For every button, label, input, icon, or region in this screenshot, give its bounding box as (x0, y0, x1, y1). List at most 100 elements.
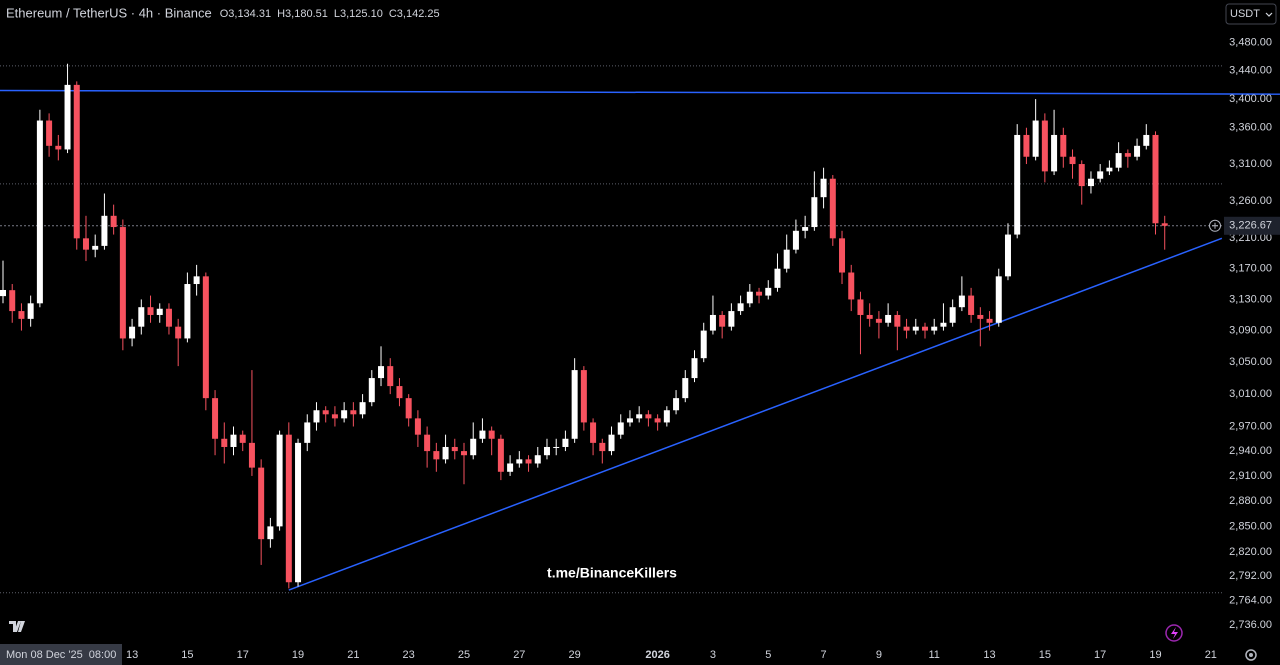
x-tick-label: 23 (403, 649, 415, 661)
settings-icon[interactable] (1245, 649, 1257, 661)
y-tick-label: 3,090.00 (1229, 324, 1272, 336)
add-alert-icon[interactable] (1209, 219, 1221, 232)
candle-body (9, 290, 16, 312)
candle-body (756, 291, 763, 296)
candle-body (46, 120, 53, 146)
candle-body (968, 295, 975, 315)
candle-body (737, 303, 744, 312)
candle-body (497, 438, 504, 472)
candle-body (350, 410, 357, 415)
candle-body (765, 287, 772, 296)
candle-body (295, 442, 302, 583)
candle-body (212, 398, 219, 439)
candle-body (820, 178, 827, 198)
candle-body (1004, 234, 1011, 277)
x-tick-label: 17 (1094, 649, 1106, 661)
candle-body (156, 308, 163, 315)
y-tick-label: 2,910.00 (1229, 470, 1272, 482)
drawings (0, 65, 1280, 594)
watermark: t.me/BinanceKillers (547, 565, 677, 581)
candle-body (645, 414, 652, 419)
candle-body (525, 459, 532, 464)
y-tick-label: 2,940.00 (1229, 445, 1272, 457)
candle-body (101, 215, 108, 246)
y-tick-label: 3,050.00 (1229, 356, 1272, 368)
candle-body (590, 422, 597, 443)
x-tick-label: 3 (710, 649, 716, 661)
axes: 3,480.00 3,440.00 3,400.00 3,360.00 3,310.00… (0, 37, 1280, 665)
candle-body (64, 84, 71, 150)
y-tick-label: 3,170.00 (1229, 263, 1272, 275)
candle-body (1143, 134, 1150, 146)
candle-body (461, 451, 467, 456)
candle-body (958, 295, 965, 308)
candle-body (359, 402, 366, 415)
legend-key: O (220, 8, 229, 20)
candle-body (470, 438, 477, 456)
last-price-box (1224, 216, 1280, 235)
candle-body (92, 245, 99, 250)
candle-body (1032, 120, 1039, 157)
candle-body (175, 326, 182, 339)
currency-button[interactable] (1225, 3, 1277, 25)
candle-body (193, 276, 200, 285)
tradingview-logo (9, 621, 25, 632)
legend-value: 3,134.31 (228, 8, 271, 20)
candle-body (405, 398, 412, 419)
x-tick-label: 21 (1205, 649, 1217, 661)
candle-body (949, 307, 956, 323)
add-alert-plus (1212, 222, 1218, 229)
legend-value: 3,180.51 (285, 8, 328, 20)
candle-body (802, 227, 809, 231)
candle-body (1041, 120, 1048, 172)
x-tick-label: 15 (181, 649, 193, 661)
candle-body (304, 422, 311, 443)
candle-body (378, 366, 385, 379)
candle-body (507, 463, 514, 472)
currency-label: USDT (1230, 8, 1260, 20)
candle-body (55, 145, 62, 150)
candle-body (1014, 134, 1021, 235)
candle-body (147, 307, 154, 315)
candle-body (636, 414, 643, 419)
candle-body (488, 430, 495, 439)
candle-body (543, 446, 550, 456)
lightning-icon[interactable] (1165, 624, 1183, 642)
candle-body (682, 378, 689, 399)
candle-body (1051, 134, 1058, 172)
y-tick-label: 2,820.00 (1229, 546, 1272, 558)
candle-body (931, 326, 938, 331)
candle-body (940, 322, 947, 327)
candle-body (571, 370, 578, 439)
last-price-label: 3,226.67 (1229, 220, 1272, 232)
candle-body (82, 238, 89, 250)
legend-value: 3,142.25 (397, 8, 440, 20)
x-tick-label: 17 (237, 649, 249, 661)
candle-body (848, 272, 855, 300)
x-tick-label: 21 (347, 649, 359, 661)
candle-body (1106, 167, 1113, 172)
candle-body (875, 318, 882, 323)
legend-key: H (277, 8, 285, 20)
candle-body (977, 314, 984, 319)
candles (0, 63, 1168, 589)
candle-body (1124, 153, 1131, 157)
y-tick-label: 3,310.00 (1229, 158, 1272, 170)
candle-body (285, 434, 292, 583)
candle-body (1087, 178, 1094, 187)
candle-body (903, 326, 910, 331)
y-tick-label: 2,764.00 (1229, 594, 1272, 606)
candle-body (995, 276, 1002, 323)
candle-body (1023, 134, 1030, 157)
legend-value: 3,125.10 (340, 8, 383, 20)
candle-body (839, 238, 846, 273)
candle-body (433, 451, 440, 460)
ohlc-legend: O 3,134.31 H 3,180.51 L 3,125.10 C 3,142.25 (220, 8, 440, 20)
x-tick-label: 13 (126, 649, 138, 661)
candle-body (986, 318, 993, 323)
candle-body (792, 230, 799, 250)
candle-body (912, 326, 919, 331)
y-tick-label: 3,210.00 (1229, 232, 1272, 244)
